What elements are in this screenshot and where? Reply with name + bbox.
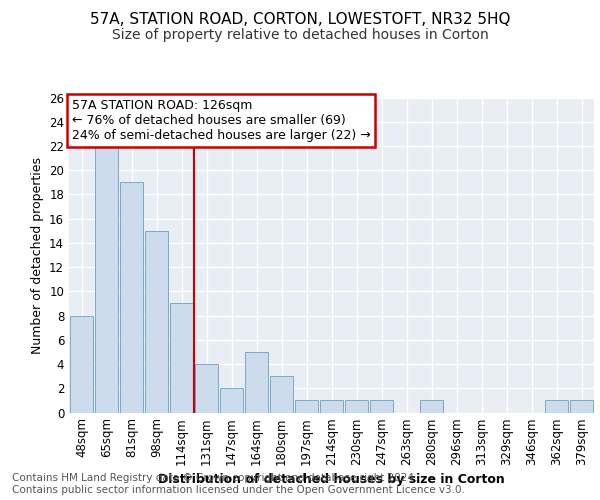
Bar xyxy=(345,400,368,412)
Bar xyxy=(95,146,118,412)
X-axis label: Distribution of detached houses by size in Corton: Distribution of detached houses by size … xyxy=(158,474,505,486)
Text: Contains HM Land Registry data © Crown copyright and database right 2024.
Contai: Contains HM Land Registry data © Crown c… xyxy=(12,474,465,495)
Bar xyxy=(570,400,593,412)
Bar xyxy=(70,316,93,412)
Text: 57A STATION ROAD: 126sqm
← 76% of detached houses are smaller (69)
24% of semi-d: 57A STATION ROAD: 126sqm ← 76% of detach… xyxy=(71,99,370,142)
Bar xyxy=(370,400,393,412)
Text: 57A, STATION ROAD, CORTON, LOWESTOFT, NR32 5HQ: 57A, STATION ROAD, CORTON, LOWESTOFT, NR… xyxy=(90,12,510,28)
Bar xyxy=(195,364,218,412)
Bar xyxy=(145,231,168,412)
Bar xyxy=(270,376,293,412)
Bar xyxy=(120,182,143,412)
Bar xyxy=(545,400,568,412)
Bar xyxy=(320,400,343,412)
Bar xyxy=(170,304,193,412)
Bar xyxy=(220,388,243,412)
Text: Size of property relative to detached houses in Corton: Size of property relative to detached ho… xyxy=(112,28,488,42)
Bar xyxy=(420,400,443,412)
Bar xyxy=(295,400,318,412)
Y-axis label: Number of detached properties: Number of detached properties xyxy=(31,156,44,354)
Bar xyxy=(245,352,268,412)
